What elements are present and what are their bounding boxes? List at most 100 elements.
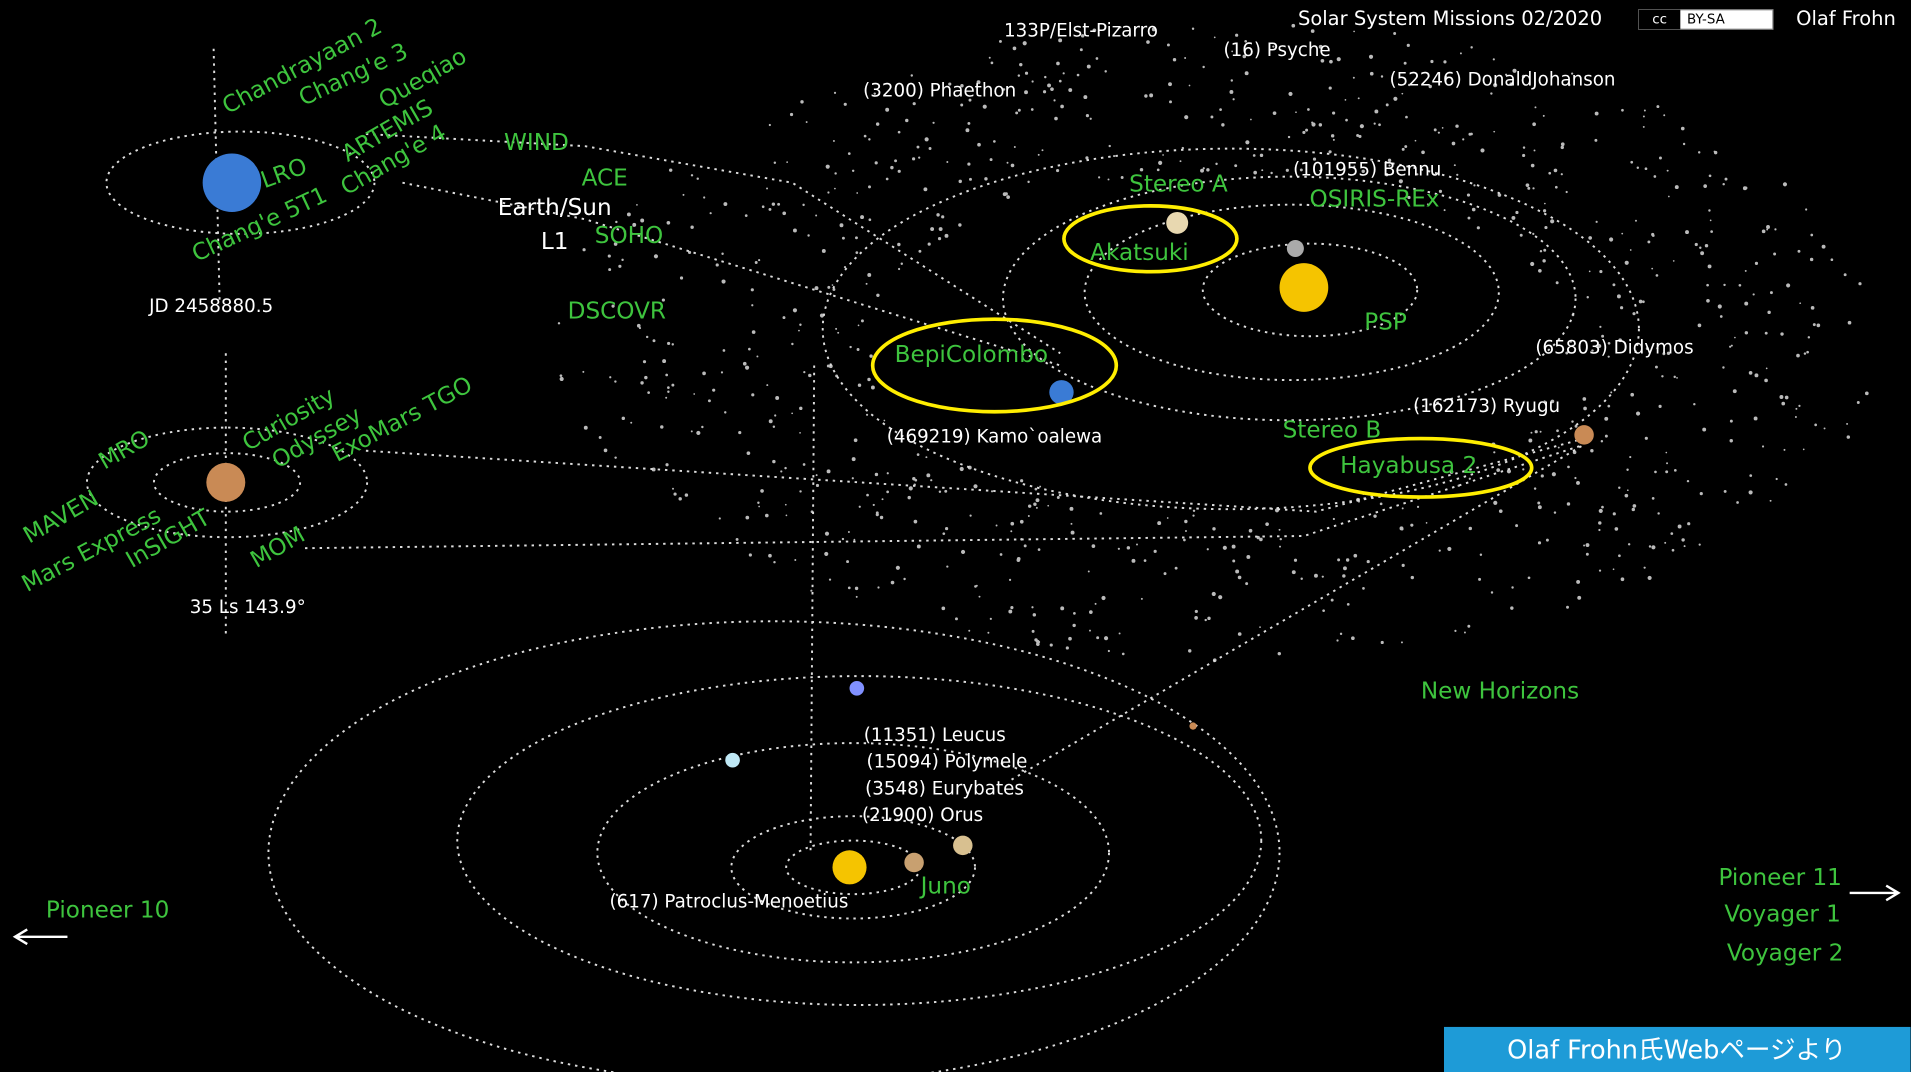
asteroid <box>1540 431 1542 433</box>
asteroid <box>1010 530 1012 532</box>
asteroid <box>1803 449 1805 451</box>
asteroid <box>1617 294 1621 298</box>
asteroid <box>807 234 809 236</box>
asteroid <box>1210 115 1213 118</box>
asteroid <box>967 122 970 125</box>
asteroid <box>639 327 641 329</box>
asteroid <box>815 215 817 217</box>
asteroid <box>1762 230 1766 234</box>
asteroid <box>1522 468 1524 470</box>
asteroid <box>1755 373 1759 377</box>
asteroid <box>837 332 839 334</box>
asteroid <box>1345 99 1347 101</box>
asteroid <box>1534 487 1536 489</box>
asteroid <box>793 308 797 312</box>
asteroid <box>1491 591 1493 593</box>
asteroid <box>1060 105 1064 109</box>
asteroid <box>1599 270 1602 273</box>
asteroid <box>1464 632 1466 634</box>
asteroid <box>825 532 829 536</box>
asteroid <box>1089 630 1091 632</box>
asteroid <box>691 430 693 432</box>
asteroid <box>1380 503 1383 506</box>
asteroid <box>1157 521 1161 525</box>
asteroid <box>871 386 875 390</box>
mission-label: DSCOVR <box>568 298 666 324</box>
asteroid <box>1678 525 1682 529</box>
asteroid <box>1014 146 1016 148</box>
asteroid <box>1847 435 1850 438</box>
asteroid <box>917 545 921 549</box>
asteroid <box>1528 576 1531 579</box>
asteroid <box>1628 543 1630 545</box>
asteroid <box>1193 510 1195 512</box>
asteroid <box>1410 524 1413 527</box>
asteroid <box>1438 132 1440 134</box>
asteroid <box>1194 616 1198 620</box>
asteroid <box>1645 437 1648 440</box>
asteroid <box>1706 284 1709 287</box>
asteroid <box>1169 100 1172 103</box>
asteroid <box>1034 638 1037 641</box>
asteroid <box>855 251 858 254</box>
asteroid <box>1673 376 1675 378</box>
asteroid <box>1630 393 1634 397</box>
asteroid <box>803 371 805 373</box>
asteroid <box>876 511 879 514</box>
mission-label: SOHO <box>595 223 663 249</box>
asteroid <box>1582 397 1586 401</box>
asteroid <box>848 152 851 155</box>
asteroid <box>852 457 856 461</box>
asteroid <box>1378 123 1381 126</box>
asteroid <box>1098 176 1100 178</box>
asteroid <box>852 477 854 479</box>
asteroid <box>672 343 674 345</box>
asteroid <box>1195 610 1198 613</box>
asteroid <box>794 559 796 561</box>
asteroid <box>752 330 756 334</box>
asteroid <box>1311 121 1313 123</box>
mars <box>206 463 245 502</box>
asteroid <box>1613 512 1616 515</box>
asteroid <box>1813 323 1816 326</box>
asteroid <box>1627 489 1629 491</box>
asteroid <box>665 463 668 466</box>
asteroid <box>1554 511 1556 513</box>
asteroid <box>1232 545 1236 549</box>
asteroid <box>1013 47 1017 51</box>
asteroid <box>1443 60 1446 63</box>
asteroid <box>901 263 903 265</box>
asteroid <box>868 138 870 140</box>
asteroid <box>769 124 771 126</box>
asteroid <box>1381 641 1384 644</box>
asteroid <box>1467 625 1470 628</box>
asteroid <box>1469 527 1472 530</box>
asteroid <box>745 366 749 370</box>
asteroid <box>1567 466 1570 469</box>
asteroid <box>918 250 921 253</box>
asteroid <box>1043 90 1046 93</box>
asteroid <box>708 399 711 402</box>
asteroid <box>1587 296 1589 298</box>
asteroid <box>765 514 769 518</box>
asteroid <box>945 234 949 238</box>
asteroid <box>751 393 754 396</box>
asteroid <box>941 607 945 611</box>
asteroid <box>1754 416 1758 420</box>
asteroid <box>1745 331 1748 334</box>
asteroid <box>1203 167 1205 169</box>
asteroid <box>1659 405 1662 408</box>
asteroid <box>1511 586 1513 588</box>
asteroid <box>1183 539 1186 542</box>
asteroid <box>1184 115 1188 119</box>
asteroid <box>869 218 872 221</box>
asteroid <box>810 590 812 592</box>
asteroid <box>1184 520 1187 523</box>
asteroid <box>896 566 900 570</box>
asteroid <box>1068 88 1072 92</box>
asteroid <box>1588 236 1592 240</box>
asteroid <box>608 268 611 271</box>
asteroid <box>1010 522 1014 526</box>
mission-label: Hayabusa 2 <box>1340 453 1477 479</box>
asteroid <box>1212 592 1216 596</box>
